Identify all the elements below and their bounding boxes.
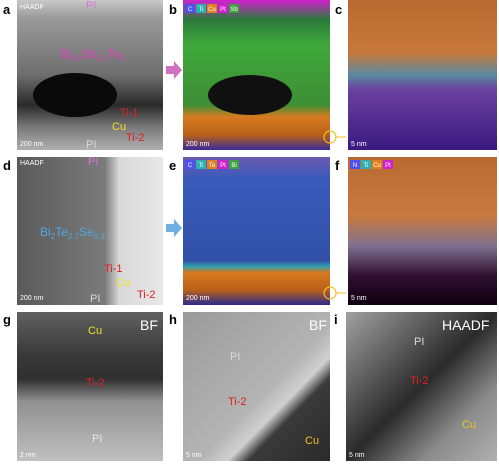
subscript: 2.7 [68,232,80,241]
label: Cu [116,277,130,289]
legend-label: C [188,163,193,169]
legend-label: Pt [220,163,226,169]
formula: Bi0.5Sb1.5Te3 [60,47,125,63]
image-c [348,0,497,150]
panel-letter: f [335,158,340,173]
legend-swatch [218,160,228,169]
legend-swatch [185,160,195,169]
cavity [208,75,292,115]
element: Te [108,47,121,61]
label: Ti-2 [410,375,429,387]
scale-bar: 5 nm [186,452,202,459]
panel-letter: d [3,158,11,173]
panel-letter: h [169,312,177,327]
legend-swatch [196,4,206,13]
label: Cu [88,325,102,337]
image-f [348,157,497,305]
subscript: 2 [51,232,56,241]
image-h [183,312,330,461]
scale-bar: 5 nm [351,141,367,148]
legend-label: Bi [231,163,236,169]
label: PI [86,139,96,151]
mode-label: BF [140,317,158,333]
label: Ti-2 [86,377,105,389]
label: Ti-2 [228,396,247,408]
legend-label: Te [209,163,216,169]
label: PI [92,433,102,445]
formula: Bi2Te2.7Se0.3 [40,225,105,241]
legend-swatch [229,4,239,13]
legend-label: Pt [220,7,226,13]
mode-label: BF [309,317,327,333]
legend-label: N [353,163,357,169]
label: Cu [112,121,126,133]
mode-label: HAADF [442,317,489,333]
legend-swatch [361,160,371,169]
scale-bar: 200 nm [20,295,44,302]
element: Se [79,225,94,239]
image-d [17,157,163,305]
legend-label: Sb [230,7,238,13]
label: Ti-2 [126,132,145,144]
label: Cu [462,419,476,431]
legend-swatch [229,160,239,169]
label: PI [90,293,100,305]
panel-letter: c [335,2,342,17]
arrow [166,61,182,79]
legend-swatch [218,4,228,13]
subscript: 1.5 [96,54,108,63]
label: Cu [305,435,319,447]
image-i [346,312,497,461]
subscript: 0.5 [71,54,83,63]
legend-label: Pt [385,163,391,169]
subscript: 3 [120,54,125,63]
panel-letter: e [169,158,176,173]
image-g [17,312,163,461]
cavity [33,73,117,117]
label: Ti-1 [120,107,139,119]
panel-letter: i [334,312,338,327]
legend-swatch [207,160,217,169]
scale-bar: 5 nm [351,295,367,302]
mode-label: HAADF [20,4,44,11]
panel-letter: b [169,2,177,17]
legend-swatch [383,160,393,169]
legend-swatch [350,160,360,169]
label: PI [88,156,98,168]
mode-label: HAADF [20,160,44,167]
element: Te [55,225,68,239]
image-b [183,0,330,150]
element: Sb [82,47,97,61]
element: Bi [60,47,71,61]
legend-label: Cu [208,7,216,13]
legend-swatch [196,160,206,169]
label: PI [230,351,240,363]
legend-label: Ti [199,163,204,169]
scale-bar: 2 nm [20,452,36,459]
legend-swatch [372,160,382,169]
label: Ti-1 [104,263,123,275]
legend-swatch [207,4,217,13]
arrow [166,219,182,237]
label: Ti-2 [137,289,156,301]
element-legend: C Ti Cu Pt Sb C Ti Te Pt Bi N Ti Cu Pt [185,4,393,169]
panel-letter: a [3,2,11,17]
panel-letter: g [3,312,11,327]
legend-label: Cu [373,163,381,169]
scale-bar: 200 nm [186,295,210,302]
element: Bi [40,225,51,239]
legend-label: Ti [199,7,204,13]
legend-label: Ti [364,163,369,169]
image-e [183,157,330,305]
label: PI [86,0,96,12]
scale-bar: 200 nm [20,141,44,148]
scale-bar: 200 nm [186,141,210,148]
legend-swatch [185,4,195,13]
subscript: 0.3 [94,232,106,241]
label: PI [414,336,424,348]
legend-label: C [188,7,193,13]
scale-bar: 5 nm [349,452,365,459]
